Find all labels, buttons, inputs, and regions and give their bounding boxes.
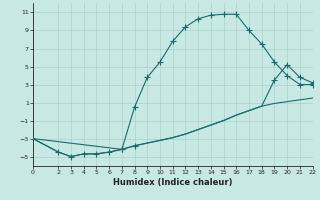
X-axis label: Humidex (Indice chaleur): Humidex (Indice chaleur) (113, 178, 232, 187)
